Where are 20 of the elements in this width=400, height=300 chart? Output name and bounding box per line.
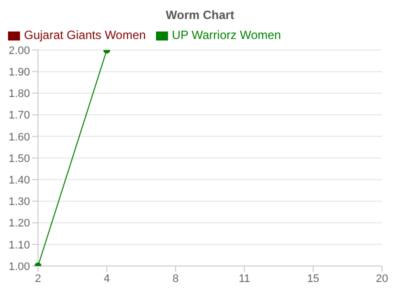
y-tick-label: 1.10 [8, 239, 30, 252]
x-tick-label: 8 [172, 272, 179, 285]
y-tick-label: 1.60 [8, 131, 30, 144]
y-tick-label: 2.00 [8, 44, 30, 57]
y-tick-label: 1.70 [8, 110, 30, 122]
y-tick-label: 1.40 [8, 174, 30, 187]
y-tick-label: 1.20 [8, 218, 30, 230]
y-tick-label: 1.50 [8, 152, 30, 165]
legend-label: UP Warriorz Women [172, 28, 281, 42]
x-tick-label: 15 [307, 272, 320, 285]
x-tick-label: 4 [104, 272, 110, 285]
chart-title: Worm Chart [164, 8, 236, 22]
y-tick-label: 1.90 [8, 66, 30, 79]
x-tick-label: 11 [238, 272, 250, 285]
legend-label: Gujarat Giants Women [24, 28, 146, 42]
y-tick-label: 1.00 [8, 260, 30, 273]
y-tick-label: 1.30 [8, 196, 30, 208]
x-tick-label: 20 [376, 272, 388, 285]
y-tick-label: 1.80 [8, 88, 30, 100]
x-tick-label: 2 [34, 272, 42, 285]
